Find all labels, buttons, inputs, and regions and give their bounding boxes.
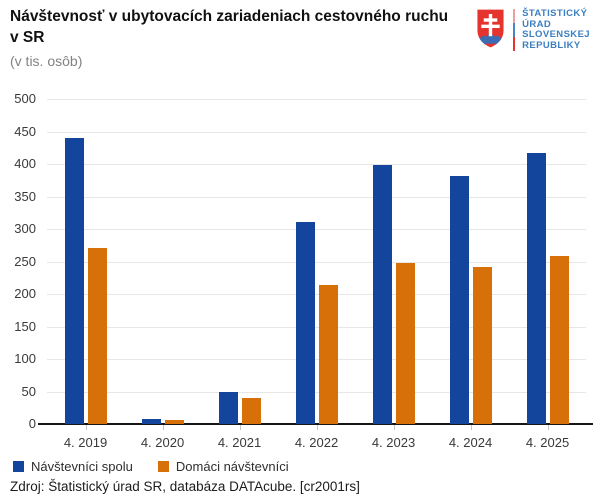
gridline bbox=[47, 229, 586, 230]
x-axis-tick-label: 4. 2019 bbox=[63, 435, 108, 450]
x-axis-line bbox=[38, 423, 593, 425]
x-axis-tick bbox=[547, 425, 549, 430]
y-axis-tick-label: 150 bbox=[14, 318, 36, 334]
y-axis-tick-label: 200 bbox=[14, 286, 36, 301]
gridline bbox=[47, 99, 586, 100]
y-axis-tick-label: 250 bbox=[14, 253, 36, 269]
gridline bbox=[47, 131, 586, 133]
legend-item[interactable]: Návštevníci spolu bbox=[13, 459, 133, 474]
bar-total[interactable] bbox=[295, 221, 315, 424]
bar-domestic[interactable] bbox=[472, 266, 492, 424]
bar-total[interactable] bbox=[372, 164, 392, 424]
bar-total[interactable] bbox=[526, 152, 546, 424]
x-axis-tick-label: 4. 2020 bbox=[140, 435, 185, 450]
x-axis-tick-label: 4. 2021 bbox=[217, 435, 262, 450]
logo-text-line: REPUBLIKY bbox=[522, 39, 581, 51]
bar-domestic[interactable] bbox=[318, 284, 338, 424]
y-axis-tick-label: 0 bbox=[28, 416, 36, 431]
x-axis-tick bbox=[239, 425, 241, 430]
legend-label: Návštevníci spolu bbox=[31, 459, 133, 474]
legend-item[interactable]: Domáci návštevníci bbox=[157, 459, 289, 474]
gridline bbox=[47, 391, 586, 393]
x-axis-tick bbox=[316, 425, 318, 430]
legend-swatch-icon bbox=[13, 461, 24, 472]
bar-total[interactable] bbox=[449, 175, 469, 424]
y-axis-tick-label: 400 bbox=[14, 156, 36, 171]
bar-domestic[interactable] bbox=[241, 398, 261, 424]
legend-swatch-icon bbox=[157, 461, 169, 472]
chart-unit-subtitle: (v tis. osôb) bbox=[10, 53, 83, 69]
y-axis-tick-label: 450 bbox=[14, 123, 36, 139]
logo-text: ŠTATISTICKÝ ÚRAD SLOVENSKEJ REPUBLIKY bbox=[522, 8, 590, 51]
x-axis-tick-label: 4. 2024 bbox=[448, 435, 493, 450]
logo-text-line: ŠTATISTICKÝ bbox=[522, 8, 588, 19]
gridline bbox=[47, 326, 586, 328]
susr-logo: ŠTATISTICKÝ ÚRAD SLOVENSKEJ REPUBLIKY bbox=[476, 8, 590, 51]
bar-total[interactable] bbox=[218, 392, 238, 424]
logo-separator bbox=[513, 9, 516, 51]
bar-domestic[interactable] bbox=[549, 255, 569, 424]
y-axis-tick-label: 50 bbox=[21, 383, 36, 399]
y-axis-tick-label: 100 bbox=[14, 351, 36, 366]
bar-total[interactable] bbox=[64, 138, 84, 424]
source-note: Zdroj: Štatistický úrad SR, databáza DAT… bbox=[10, 479, 360, 494]
slovak-coat-of-arms-icon bbox=[477, 9, 504, 48]
x-axis-tick bbox=[85, 425, 87, 430]
gridline bbox=[47, 261, 586, 263]
x-axis-tick-label: 4. 2022 bbox=[294, 435, 339, 450]
x-axis-tick bbox=[393, 425, 395, 430]
logo-text-line: ÚRAD bbox=[522, 18, 552, 30]
y-axis-tick-label: 500 bbox=[14, 91, 36, 106]
bar-total[interactable] bbox=[141, 418, 161, 424]
gridline bbox=[47, 164, 586, 165]
y-axis-tick-label: 350 bbox=[14, 188, 36, 204]
gridline bbox=[47, 294, 586, 295]
gridline bbox=[47, 359, 586, 360]
bar-domestic[interactable] bbox=[164, 420, 184, 424]
y-axis-tick-label: 300 bbox=[14, 221, 36, 236]
bar-domestic[interactable] bbox=[87, 247, 107, 424]
x-axis-tick-label: 4. 2025 bbox=[525, 435, 570, 450]
logo-text-line: SLOVENSKEJ bbox=[522, 29, 590, 40]
x-axis-tick-label: 4. 2023 bbox=[371, 435, 416, 450]
bar-domestic[interactable] bbox=[395, 263, 415, 424]
x-axis-tick bbox=[162, 425, 164, 430]
chart-legend: Návštevníci spolu Domáci návštevníci bbox=[13, 459, 289, 474]
page-title: Návštevnosť v ubytovacích zariadeniach c… bbox=[10, 8, 449, 46]
gridline bbox=[47, 196, 586, 198]
x-axis-tick bbox=[470, 425, 472, 430]
legend-label: Domáci návštevníci bbox=[175, 459, 289, 474]
